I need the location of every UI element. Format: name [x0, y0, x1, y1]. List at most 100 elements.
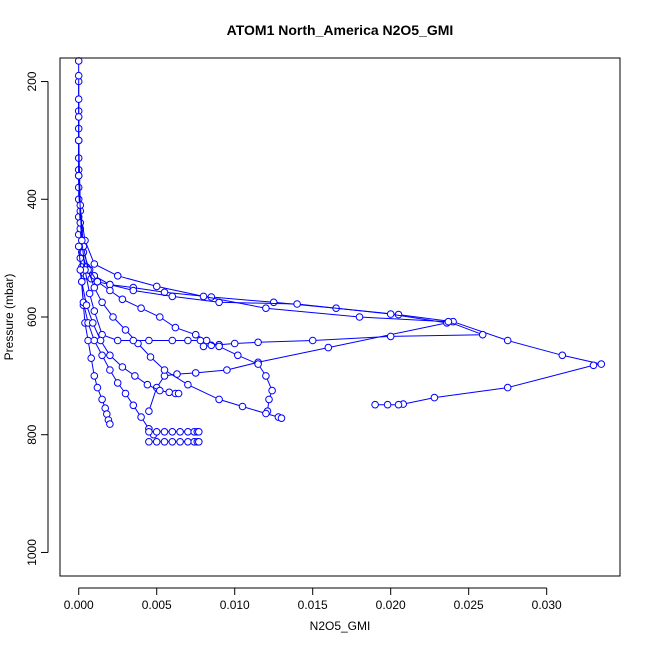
data-point	[277, 414, 286, 423]
data-point	[268, 386, 276, 395]
data-point	[168, 292, 177, 301]
data-point	[121, 326, 130, 334]
data-point	[98, 298, 106, 307]
data-point	[106, 420, 114, 428]
data-point	[118, 295, 127, 304]
data-point	[152, 438, 161, 446]
series-9	[78, 277, 183, 398]
data-point	[90, 260, 99, 268]
data-point	[145, 336, 153, 345]
data-point	[262, 304, 270, 313]
data-point	[109, 313, 117, 321]
data-point	[152, 428, 161, 436]
y-tick-label: 200	[25, 71, 39, 91]
y-tick-label: 800	[25, 424, 39, 444]
data-point	[129, 286, 138, 295]
data-point	[262, 409, 270, 418]
y-tick-label: 600	[25, 307, 39, 327]
data-point	[478, 330, 487, 339]
data-point	[93, 383, 102, 392]
data-point	[74, 57, 83, 65]
data-point	[262, 372, 270, 380]
data-point	[137, 413, 145, 421]
data-point	[145, 438, 153, 446]
x-tick-label: 0.030	[532, 598, 562, 612]
data-point	[145, 407, 153, 416]
data-point	[106, 286, 114, 295]
data-point	[131, 372, 139, 380]
data-point	[85, 289, 94, 298]
data-point	[106, 351, 114, 360]
data-point	[195, 428, 203, 436]
data-point	[191, 330, 200, 339]
data-point	[74, 95, 83, 103]
chart-title: ATOM1 North_America N2O5_GMI	[227, 22, 454, 38]
data-point	[98, 351, 106, 360]
plot-area	[74, 57, 606, 446]
data-point	[90, 283, 99, 292]
data-point	[386, 310, 395, 318]
data-point	[174, 389, 183, 398]
data-point	[90, 372, 99, 380]
data-point	[87, 354, 95, 363]
data-point	[118, 363, 127, 371]
data-point	[82, 301, 91, 310]
data-point	[121, 389, 130, 398]
series-10	[145, 428, 203, 436]
x-tick-label: 0.015	[298, 598, 328, 612]
data-point	[160, 438, 169, 446]
y-axis-label: Pressure (mbar)	[2, 274, 16, 361]
data-point	[74, 71, 83, 80]
data-point	[234, 351, 242, 360]
data-point	[106, 366, 114, 374]
data-point	[184, 438, 192, 446]
data-point	[184, 380, 192, 389]
data-point	[152, 282, 161, 291]
data-point	[230, 339, 239, 348]
x-tick-label: 0.020	[376, 598, 406, 612]
data-point	[93, 277, 102, 286]
data-point	[202, 336, 211, 345]
data-point	[76, 266, 85, 274]
data-point	[156, 386, 164, 395]
data-point	[113, 272, 122, 280]
data-point	[589, 361, 598, 370]
data-point	[503, 383, 512, 392]
data-point	[168, 428, 177, 436]
data-point	[165, 388, 173, 397]
data-point	[160, 428, 169, 436]
data-point	[196, 336, 205, 345]
data-point	[238, 402, 247, 411]
data-point	[195, 438, 203, 446]
data-point	[254, 360, 262, 368]
x-tick-label: 0.025	[454, 598, 484, 612]
data-point	[265, 395, 273, 404]
data-point	[444, 317, 453, 326]
series-4	[74, 113, 276, 416]
data-point	[143, 380, 152, 389]
data-point	[355, 313, 364, 321]
data-point	[199, 292, 208, 301]
data-point	[191, 369, 200, 377]
data-point	[160, 366, 169, 374]
plot-frame	[59, 57, 621, 577]
data-point	[74, 171, 83, 180]
x-tick-label: 0.005	[142, 598, 172, 612]
data-point	[430, 393, 439, 402]
data-point	[76, 219, 85, 227]
data-point	[113, 379, 122, 387]
data-point	[168, 336, 177, 345]
data-point	[184, 336, 192, 345]
data-point	[74, 136, 83, 145]
data-point	[394, 400, 403, 409]
data-point	[324, 343, 333, 352]
x-axis: 0.000 0.005 0.010 0.015 0.020 0.025 0.030	[64, 587, 562, 612]
data-point	[96, 336, 105, 345]
series-layer	[74, 57, 606, 446]
data-point	[386, 332, 395, 341]
data-point	[168, 438, 177, 446]
data-point	[145, 428, 153, 436]
data-point	[89, 319, 97, 327]
data-point	[293, 300, 301, 308]
